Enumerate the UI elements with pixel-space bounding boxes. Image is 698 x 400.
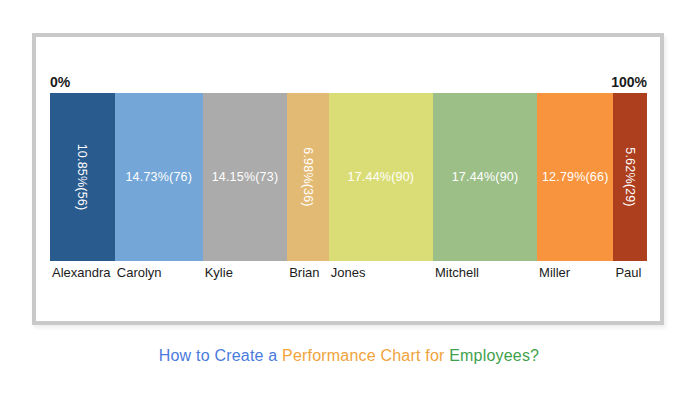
segment-value-label: 14.15%(73) bbox=[212, 170, 279, 184]
segment-name-alexandra: Alexandra bbox=[50, 265, 115, 280]
caption-part: Employees? bbox=[449, 347, 539, 364]
bar-segment-miller: 12.79%(66) bbox=[537, 93, 613, 261]
segment-name-paul: Paul bbox=[613, 265, 647, 280]
category-names-row: AlexandraCarolynKylieBrianJonesMitchellM… bbox=[50, 265, 647, 280]
caption-part: Performance Chart for bbox=[282, 347, 449, 364]
performance-chart-figure: 0% 100% 10.85%(56) 14.73%(76) 14.15%(73) 6.… bbox=[0, 0, 698, 400]
bar-segment-brian: 6.98%(36) bbox=[287, 93, 329, 261]
segment-value-label: 17.44%(90) bbox=[348, 170, 415, 184]
segment-value-label: 5.62%(29) bbox=[623, 147, 637, 206]
bar-segment-carolyn: 14.73%(76) bbox=[115, 93, 203, 261]
segment-name-brian: Brian bbox=[287, 265, 329, 280]
axis-label-start: 0% bbox=[50, 74, 70, 90]
bar-segment-kylie: 14.15%(73) bbox=[203, 93, 287, 261]
segment-value-label: 12.79%(66) bbox=[542, 170, 609, 184]
segment-value-label: 14.73%(76) bbox=[125, 170, 192, 184]
segment-value-label: 6.98%(36) bbox=[301, 147, 315, 206]
axis-label-end: 100% bbox=[611, 74, 647, 90]
segment-name-jones: Jones bbox=[329, 265, 433, 280]
bar-segment-alexandra: 10.85%(56) bbox=[50, 93, 115, 261]
chart-caption: How to Create a Performance Chart for Em… bbox=[0, 347, 698, 365]
segment-name-miller: Miller bbox=[537, 265, 613, 280]
chart-frame: 0% 100% 10.85%(56) 14.73%(76) 14.15%(73) 6.… bbox=[32, 33, 664, 325]
segment-name-carolyn: Carolyn bbox=[115, 265, 203, 280]
segment-name-kylie: Kylie bbox=[203, 265, 287, 280]
bar-segment-paul: 5.62%(29) bbox=[613, 93, 647, 261]
stacked-bar: 10.85%(56) 14.73%(76) 14.15%(73) 6.98%(36) 1… bbox=[50, 93, 647, 261]
bar-segment-jones: 17.44%(90) bbox=[329, 93, 433, 261]
segment-name-mitchell: Mitchell bbox=[433, 265, 537, 280]
caption-part: How to Create a bbox=[159, 347, 282, 364]
bar-segment-mitchell: 17.44%(90) bbox=[433, 93, 537, 261]
axis-row: 0% 100% bbox=[50, 74, 647, 90]
segment-value-label: 10.85%(56) bbox=[75, 144, 89, 211]
segment-value-label: 17.44%(90) bbox=[452, 170, 519, 184]
